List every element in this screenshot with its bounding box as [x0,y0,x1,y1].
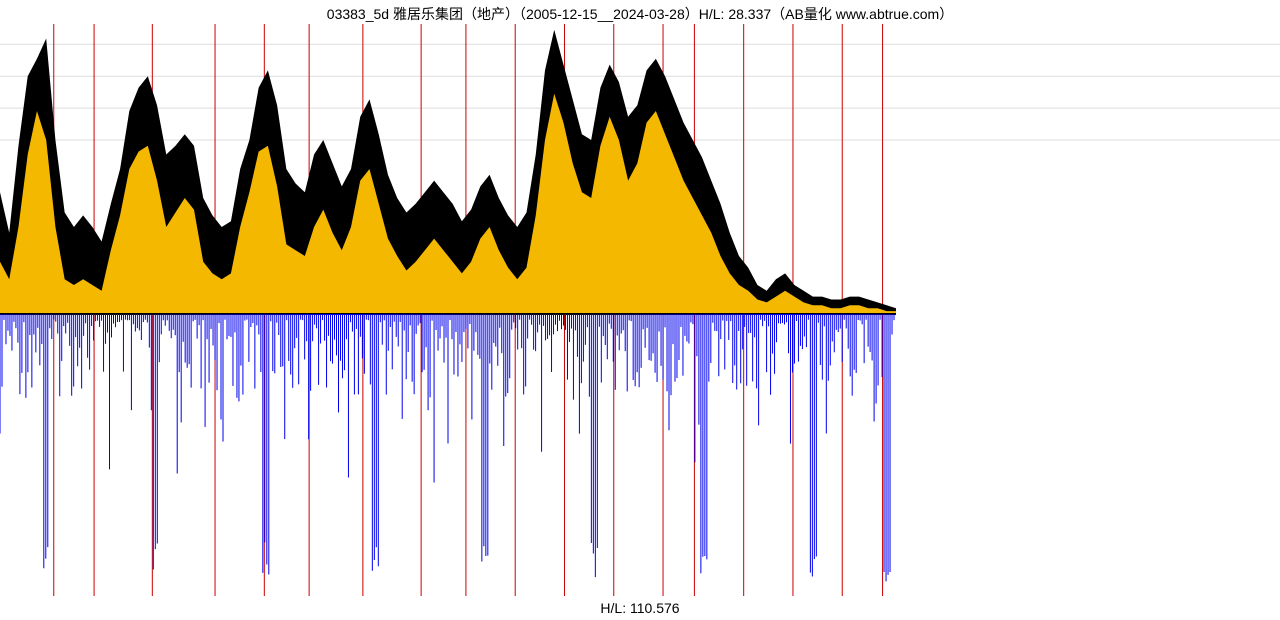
chart-title-top: 03383_5d 雅居乐集团（地产）（2005-12-15__2024-03-2… [0,4,1280,24]
stock-chart [0,24,1280,596]
chart-svg [0,24,1280,596]
chart-title-bottom: H/L: 110.576 [0,600,1280,616]
